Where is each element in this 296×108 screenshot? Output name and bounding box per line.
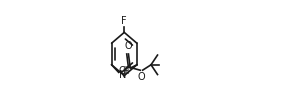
Text: O: O <box>138 72 145 82</box>
Text: Cl: Cl <box>118 66 128 76</box>
Text: H: H <box>122 67 128 76</box>
Text: O: O <box>124 41 132 51</box>
Text: F: F <box>121 16 126 26</box>
Text: N: N <box>119 70 127 79</box>
